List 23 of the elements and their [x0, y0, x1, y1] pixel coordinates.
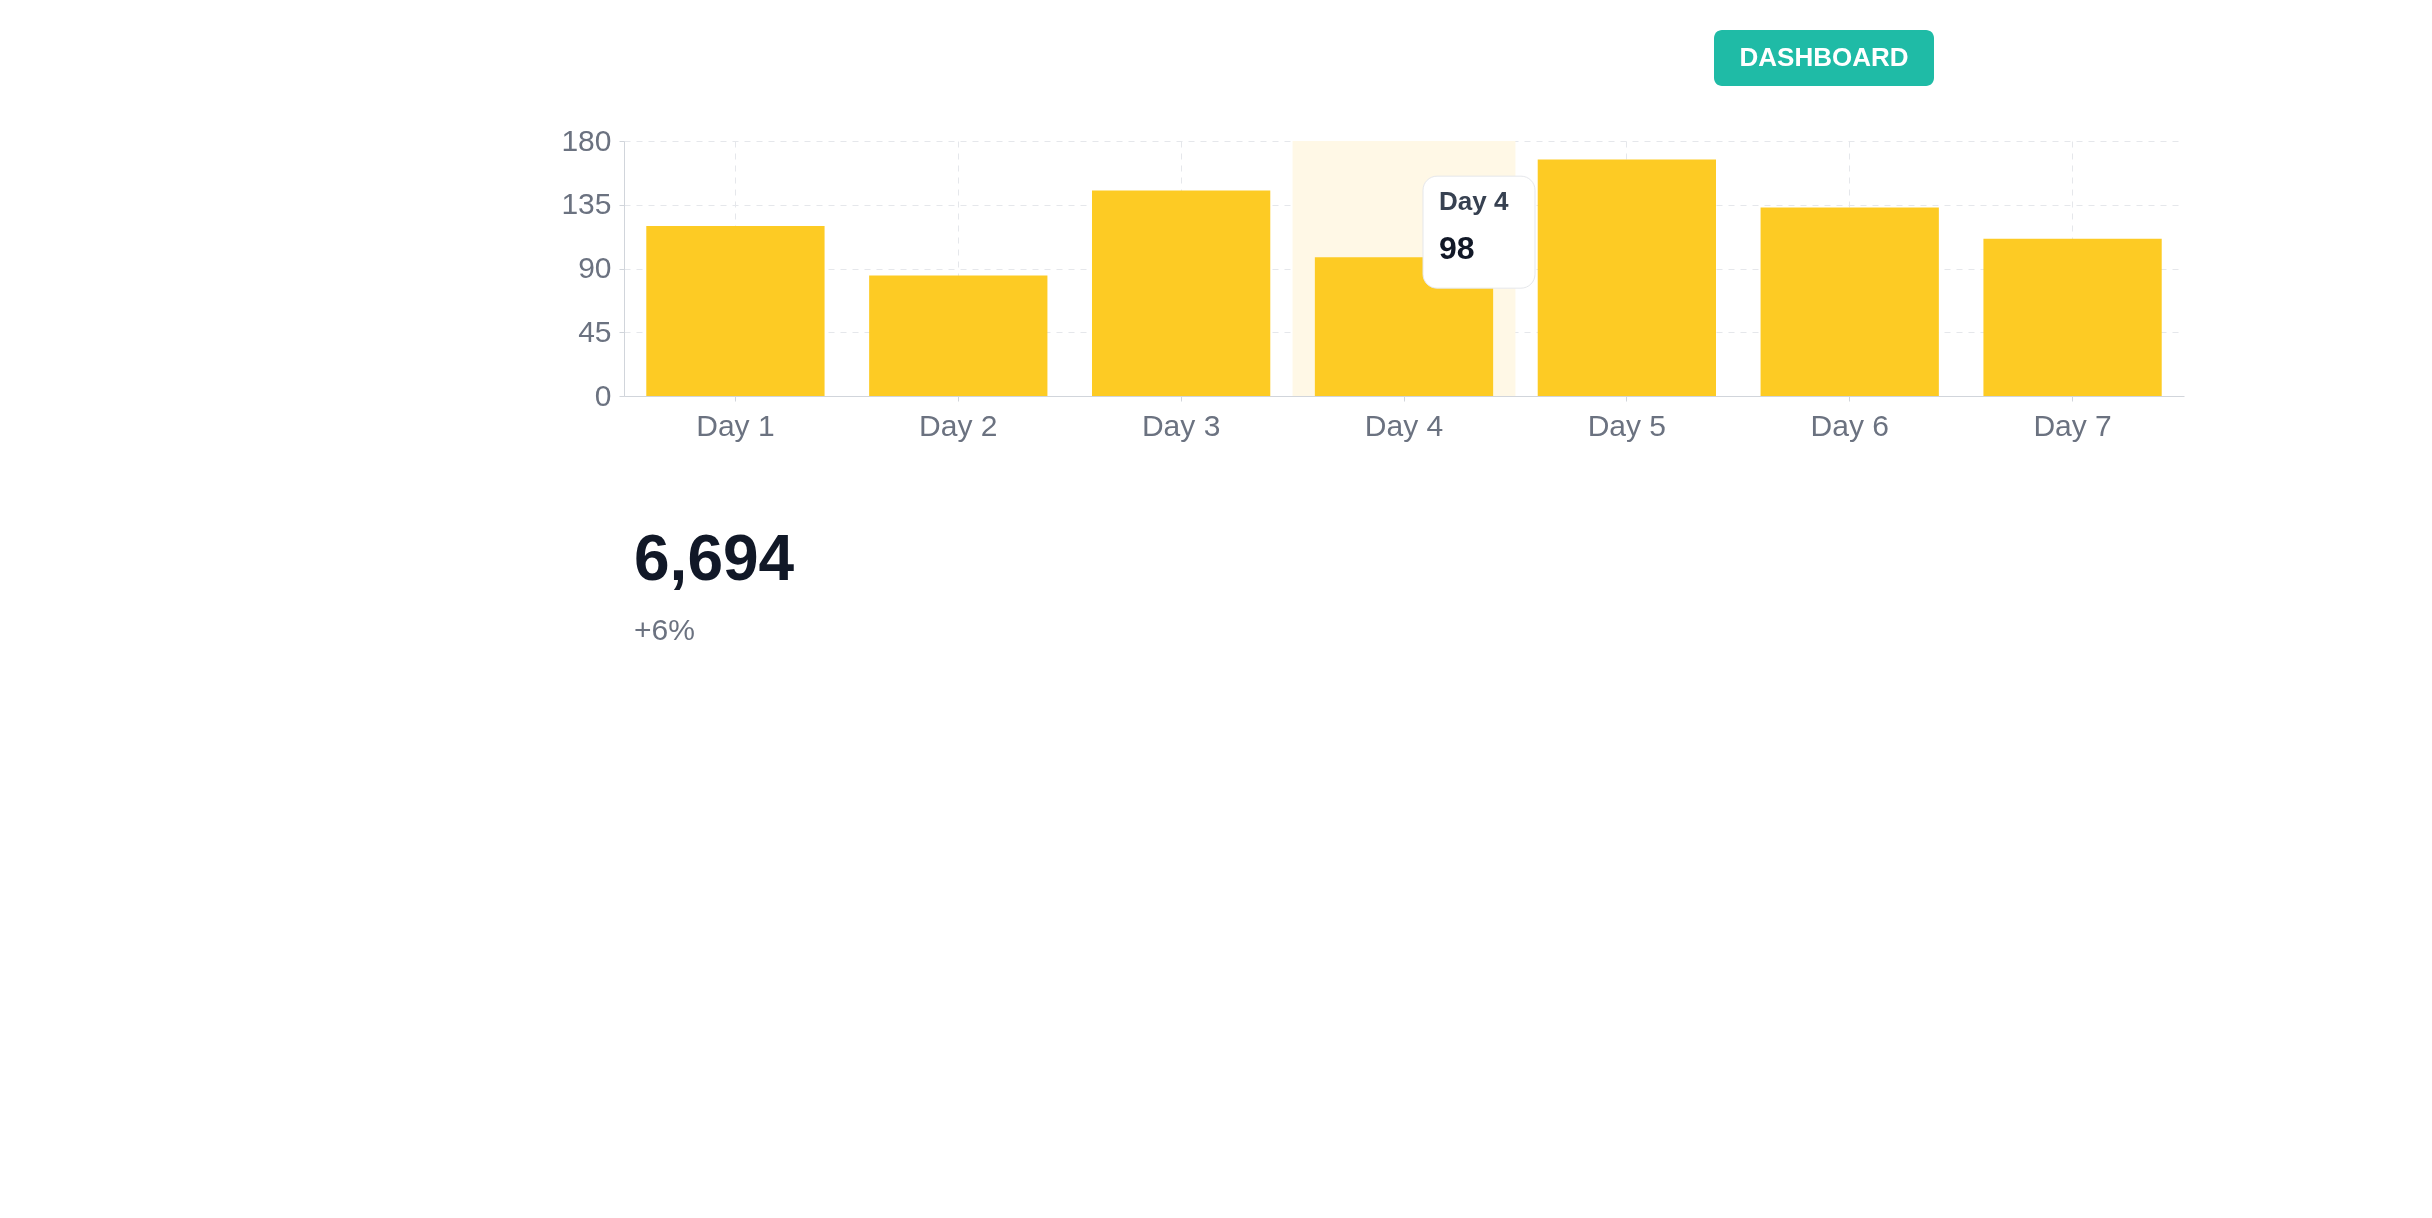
y-tick-label: 135 [561, 187, 612, 221]
x-tick-label: Day 6 [1810, 408, 1889, 442]
x-tick-label: Day 5 [1587, 408, 1667, 442]
y-tick-label: 180 [561, 123, 612, 157]
bar [1983, 238, 2162, 396]
y-tick-label: 0 [594, 378, 612, 412]
text: DASHBOARD [1739, 42, 1909, 72]
x-tick-label: Day 2 [919, 408, 998, 442]
data-label: 98 [1439, 230, 1475, 267]
text: Day 4 [1439, 186, 1509, 217]
bar [1537, 159, 1716, 396]
bar [869, 275, 1048, 396]
y-tick-label: 45 [578, 314, 612, 348]
text: 6,694 [634, 522, 795, 594]
bar [1760, 207, 1939, 396]
x-tick-label: Day 7 [2033, 408, 2112, 442]
bar [646, 226, 825, 396]
x-tick-label: Day 3 [1141, 408, 1221, 442]
bar [1092, 190, 1271, 396]
text: +6% [634, 613, 695, 646]
x-tick-label: Day 1 [696, 408, 775, 442]
y-tick-label: 90 [578, 251, 612, 284]
x-tick-label: Day 4 [1364, 408, 1444, 442]
